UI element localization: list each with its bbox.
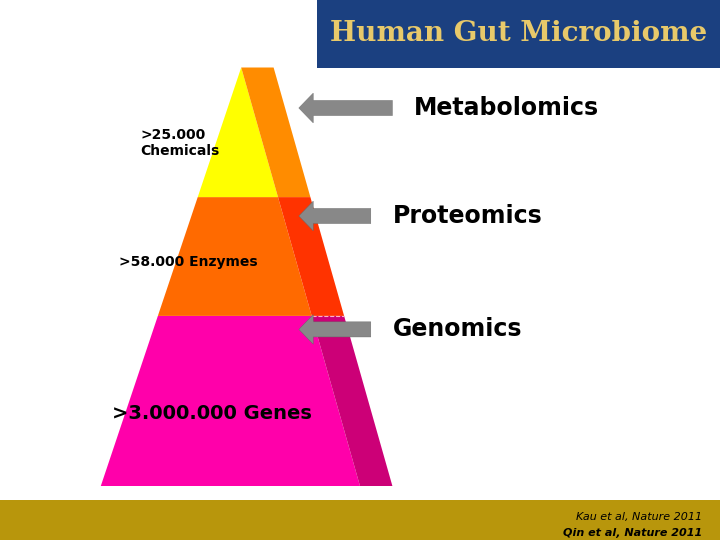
- Polygon shape: [278, 197, 344, 316]
- Text: >3.000.000 Genes: >3.000.000 Genes: [112, 403, 312, 423]
- Polygon shape: [158, 197, 312, 316]
- Polygon shape: [101, 316, 360, 486]
- Polygon shape: [312, 316, 392, 486]
- FancyArrow shape: [299, 93, 392, 123]
- FancyArrow shape: [299, 201, 371, 231]
- Text: Genomics: Genomics: [392, 318, 522, 341]
- FancyArrow shape: [299, 314, 371, 345]
- Bar: [317, 0, 720, 68]
- Polygon shape: [241, 68, 310, 197]
- Polygon shape: [198, 68, 278, 197]
- Text: >58.000 Enzymes: >58.000 Enzymes: [119, 255, 258, 269]
- Text: Metabolomics: Metabolomics: [414, 96, 599, 120]
- Text: >25.000
Chemicals: >25.000 Chemicals: [140, 128, 220, 158]
- Text: Kau et al, Nature 2011: Kau et al, Nature 2011: [576, 512, 702, 522]
- Text: Human Gut Microbiome: Human Gut Microbiome: [330, 20, 707, 47]
- Text: Qin et al, Nature 2011: Qin et al, Nature 2011: [563, 528, 702, 538]
- Text: Proteomics: Proteomics: [392, 204, 542, 228]
- Bar: [0, 500, 720, 540]
